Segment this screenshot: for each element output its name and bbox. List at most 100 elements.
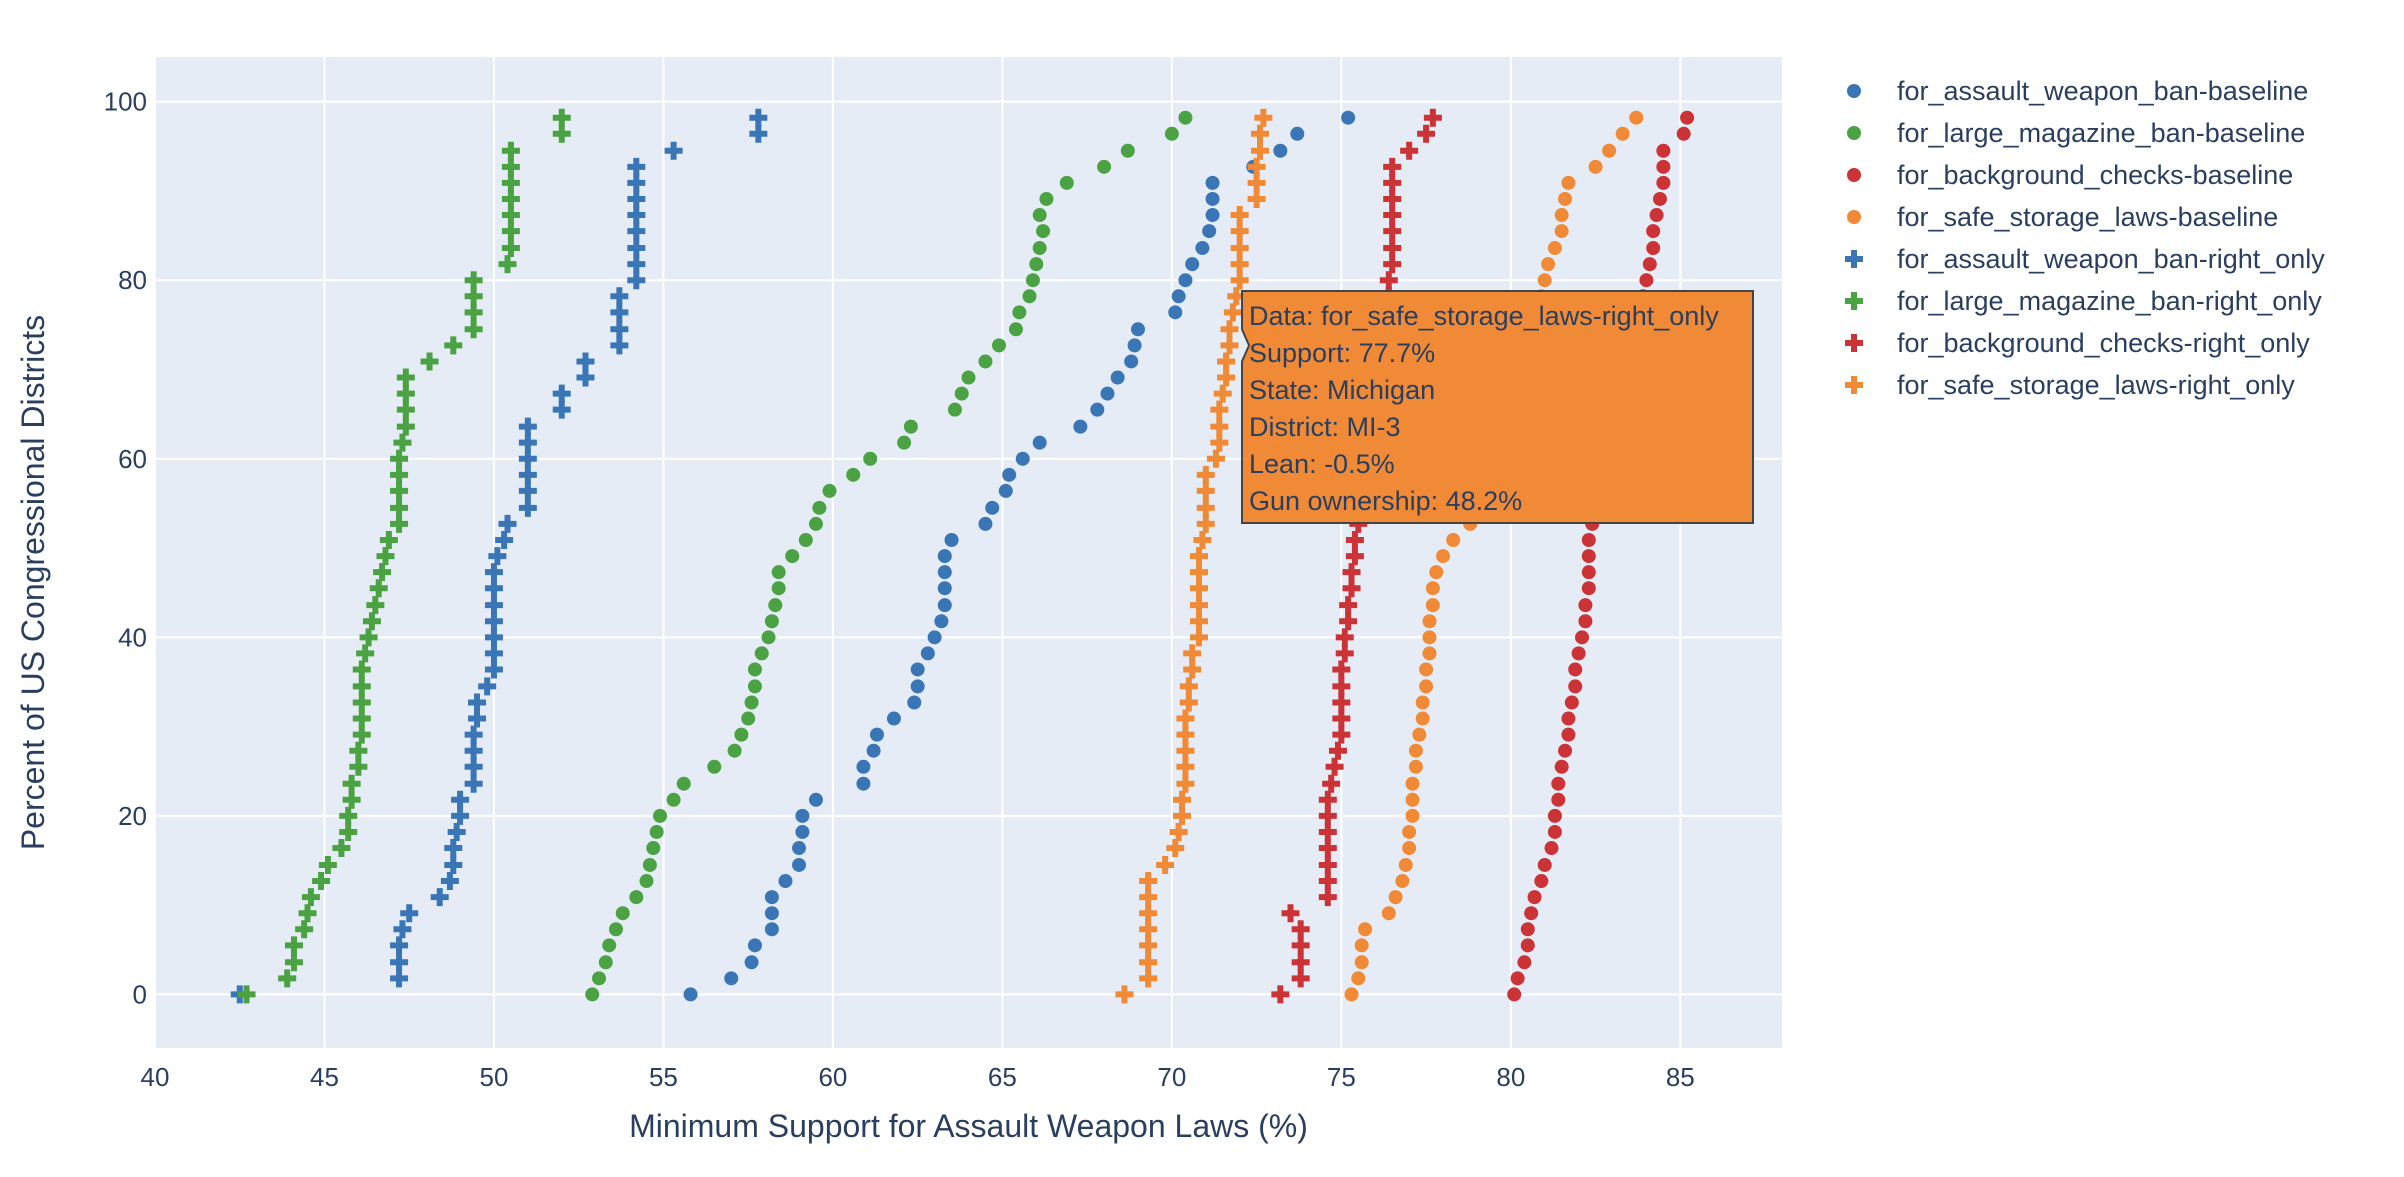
data-point-cross (1383, 255, 1402, 274)
data-point-cross (1230, 239, 1249, 258)
data-point-cross (1230, 255, 1249, 274)
data-point-cross (1210, 417, 1229, 436)
data-point-circle (1602, 143, 1617, 158)
legend-label: for_safe_storage_laws-baseline (1897, 202, 2278, 232)
data-point-circle (1341, 110, 1356, 125)
data-point-cross (1318, 790, 1337, 809)
data-point-circle (747, 662, 762, 677)
data-point-circle (1012, 305, 1027, 320)
data-point-circle (1408, 759, 1423, 774)
data-point-circle (1422, 614, 1437, 629)
data-point-cross (627, 206, 646, 225)
legend-marker (1845, 250, 1863, 268)
data-point-cross (518, 449, 537, 468)
data-point-cross (1176, 774, 1195, 793)
data-point-cross (352, 693, 371, 712)
data-point-cross (352, 677, 371, 696)
data-point-cross (1342, 563, 1361, 582)
data-point-circle (937, 598, 952, 613)
data-point-cross (366, 596, 385, 615)
data-point-cross (1335, 628, 1354, 647)
data-point-circle (1381, 906, 1396, 921)
data-point-cross (1176, 709, 1195, 728)
data-point-cross (1322, 774, 1341, 793)
tooltip-line: Support: 77.7% (1249, 338, 1435, 368)
data-point-cross (501, 157, 520, 176)
data-point-cross (1173, 790, 1192, 809)
data-point-circle (768, 598, 783, 613)
data-point-cross (237, 985, 256, 1004)
data-point-cross (1139, 872, 1158, 891)
data-point-circle (1558, 743, 1573, 758)
data-point-cross (1383, 222, 1402, 241)
data-point-cross (1176, 757, 1195, 776)
data-point-cross (518, 417, 537, 436)
data-point-cross (518, 465, 537, 484)
legend-item[interactable]: for_background_checks-right_only (1845, 328, 2310, 358)
data-point-cross (749, 108, 768, 127)
data-point-circle (1178, 273, 1193, 288)
legend-marker (1847, 84, 1861, 98)
data-point-circle (1059, 175, 1074, 190)
data-point-circle (1395, 874, 1410, 889)
data-point-cross (447, 822, 466, 841)
data-point-circle (903, 419, 918, 434)
data-point-cross (1318, 806, 1337, 825)
legend-item[interactable]: for_safe_storage_laws-baseline (1847, 202, 2278, 232)
data-point-cross (501, 239, 520, 258)
legend-label: for_background_checks-right_only (1897, 328, 2310, 358)
data-point-cross (464, 757, 483, 776)
data-point-circle (1405, 792, 1420, 807)
data-point-cross (484, 628, 503, 647)
y-tick-label: 40 (118, 622, 147, 652)
legend-item[interactable]: for_safe_storage_laws-right_only (1845, 370, 2295, 400)
data-point-circle (846, 467, 861, 482)
data-point-circle (1551, 776, 1566, 791)
legend-item[interactable]: for_assault_weapon_ban-right_only (1845, 244, 2325, 274)
data-point-circle (592, 971, 607, 986)
legend-label: for_background_checks-baseline (1897, 160, 2293, 190)
data-point-circle (1351, 971, 1366, 986)
data-point-cross (1247, 157, 1266, 176)
series-for_large_magazine_ban-baseline (585, 110, 1193, 1002)
data-point-cross (1291, 920, 1310, 939)
data-point-circle (1032, 208, 1047, 223)
legend-item[interactable]: for_large_magazine_ban-right_only (1845, 286, 2322, 316)
x-tick-label: 85 (1666, 1062, 1695, 1092)
data-point-circle (1097, 159, 1112, 174)
legend-item[interactable]: for_assault_weapon_ban-baseline (1847, 76, 2308, 106)
data-point-circle (1205, 191, 1220, 206)
data-point-circle (910, 662, 925, 677)
data-point-cross (1379, 271, 1398, 290)
data-point-cross (484, 660, 503, 679)
data-point-circle (1537, 273, 1552, 288)
legend-item[interactable]: for_background_checks-baseline (1847, 160, 2293, 190)
data-point-cross (1383, 189, 1402, 208)
data-point-cross (501, 173, 520, 192)
data-point-cross (278, 969, 297, 988)
data-point-cross (1230, 222, 1249, 241)
data-point-circle (1354, 955, 1369, 970)
data-point-circle (792, 857, 807, 872)
data-point-circle (795, 808, 810, 823)
data-point-circle (1615, 126, 1630, 141)
data-point-circle (812, 500, 827, 515)
data-point-cross (451, 806, 470, 825)
data-point-circle (978, 354, 993, 369)
data-point-cross (1210, 433, 1229, 452)
data-point-cross (284, 953, 303, 972)
data-point-circle (985, 500, 1000, 515)
data-point-circle (1568, 679, 1583, 694)
data-point-circle (1205, 175, 1220, 190)
data-point-circle (1008, 322, 1023, 337)
data-point-circle (1642, 257, 1657, 272)
data-point-circle (1025, 273, 1040, 288)
legend-item[interactable]: for_large_magazine_ban-baseline (1847, 118, 2305, 148)
data-point-circle (792, 841, 807, 856)
data-point-cross (396, 384, 415, 403)
data-point-circle (1520, 938, 1535, 953)
data-point-circle (629, 890, 644, 905)
data-point-circle (978, 516, 993, 531)
legend-marker (1847, 210, 1861, 224)
data-point-cross (1345, 547, 1364, 566)
